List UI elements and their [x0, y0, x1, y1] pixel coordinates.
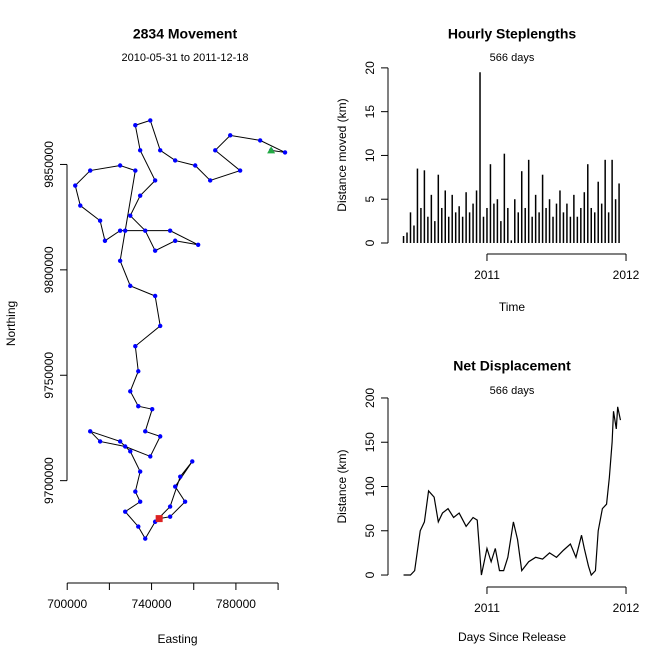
track-point: [257, 138, 263, 143]
track-point: [167, 514, 173, 519]
y-axis-label: Distance moved (km): [335, 98, 349, 211]
track-point: [136, 369, 141, 374]
track-point: [78, 203, 83, 208]
track-point: [137, 469, 143, 474]
start-marker: [267, 146, 276, 154]
track-point: [133, 489, 138, 494]
track-point: [136, 524, 141, 529]
track-point: [133, 343, 138, 349]
track-point: [172, 484, 178, 489]
track-point: [152, 178, 158, 183]
y-tick-label: 9800000: [42, 246, 56, 293]
track-point: [190, 459, 195, 464]
track-point: [237, 168, 243, 173]
track-point: [152, 248, 158, 253]
track-point: [282, 150, 288, 155]
track-point: [167, 504, 173, 509]
y-tick-label: 10: [363, 148, 377, 162]
track-point: [213, 148, 218, 153]
track-point: [128, 213, 133, 218]
track-point: [128, 449, 133, 454]
track-point: [117, 163, 123, 168]
track-point: [102, 238, 108, 243]
y-tick-label: 20: [363, 61, 377, 75]
track-point: [117, 258, 123, 263]
chart-title: Hourly Steplengths: [448, 26, 577, 42]
y-tick-label: 0: [363, 571, 377, 578]
track-point: [172, 238, 178, 243]
track-point: [143, 536, 148, 541]
track-point: [149, 406, 155, 412]
y-tick-label: 0: [363, 239, 377, 246]
x-axis-label: Time: [499, 300, 526, 314]
track-point: [158, 148, 163, 153]
chart-subtitle: 566 days: [490, 385, 535, 397]
chart-subtitle: 2010-05-31 to 2011-12-18: [121, 52, 248, 64]
x-tick-label: 2012: [613, 268, 640, 282]
track-point: [195, 242, 201, 247]
y-tick-label: 50: [363, 524, 377, 538]
track-point: [136, 404, 141, 409]
x-axis-label: Days Since Release: [458, 630, 566, 644]
x-tick-label: 780000: [216, 597, 256, 611]
track-point: [123, 228, 128, 233]
y-tick-label: 5: [363, 196, 377, 203]
x-tick-label: 2012: [613, 601, 640, 615]
track-point: [123, 444, 128, 449]
track-point: [172, 158, 178, 163]
track-point: [148, 118, 153, 123]
track-point: [143, 228, 148, 233]
track-point: [128, 283, 133, 289]
track-point: [133, 123, 138, 128]
track-point: [158, 323, 163, 329]
x-tick-label: 2011: [474, 268, 500, 282]
track-point: [117, 228, 123, 233]
y-tick-label: 150: [363, 432, 377, 452]
y-axis-label: Distance (km): [335, 449, 349, 523]
track-point: [73, 183, 78, 188]
track-point: [137, 193, 143, 198]
x-tick-label: 740000: [132, 597, 172, 611]
x-axis-label: Easting: [157, 632, 197, 646]
track-point: [88, 168, 93, 173]
track-point: [88, 429, 93, 434]
track-point: [167, 228, 173, 233]
track-point: [193, 163, 198, 168]
track-point: [137, 499, 143, 504]
track-point: [143, 429, 148, 434]
track-point: [152, 293, 158, 299]
y-tick-label: 15: [363, 105, 377, 119]
y-tick-label: 9750000: [42, 352, 56, 399]
y-tick-label: 200: [363, 388, 377, 408]
track-point: [97, 218, 103, 223]
track-point: [117, 439, 123, 444]
track-point: [182, 499, 188, 504]
track-point: [228, 133, 233, 138]
track-point: [97, 439, 103, 444]
track-point: [137, 148, 143, 153]
end-marker: [155, 515, 163, 523]
y-tick-label: 9700000: [42, 457, 56, 504]
track-point: [158, 434, 163, 439]
track-point: [148, 454, 153, 459]
line: [403, 406, 622, 577]
x-tick-label: 700000: [47, 597, 87, 611]
track-point: [207, 178, 213, 183]
chart-title: Net Displacement: [453, 358, 571, 374]
chart-subtitle: 566 days: [490, 52, 535, 64]
track-point: [128, 389, 133, 394]
track-point: [133, 168, 138, 173]
x-tick-label: 2011: [474, 601, 500, 615]
y-axis-label: Northing: [4, 301, 18, 346]
y-tick-label: 9850000: [42, 141, 56, 188]
chart-title: 2834 Movement: [133, 26, 238, 42]
track-point: [178, 474, 183, 479]
track-point: [123, 509, 128, 514]
y-tick-label: 100: [363, 476, 377, 496]
